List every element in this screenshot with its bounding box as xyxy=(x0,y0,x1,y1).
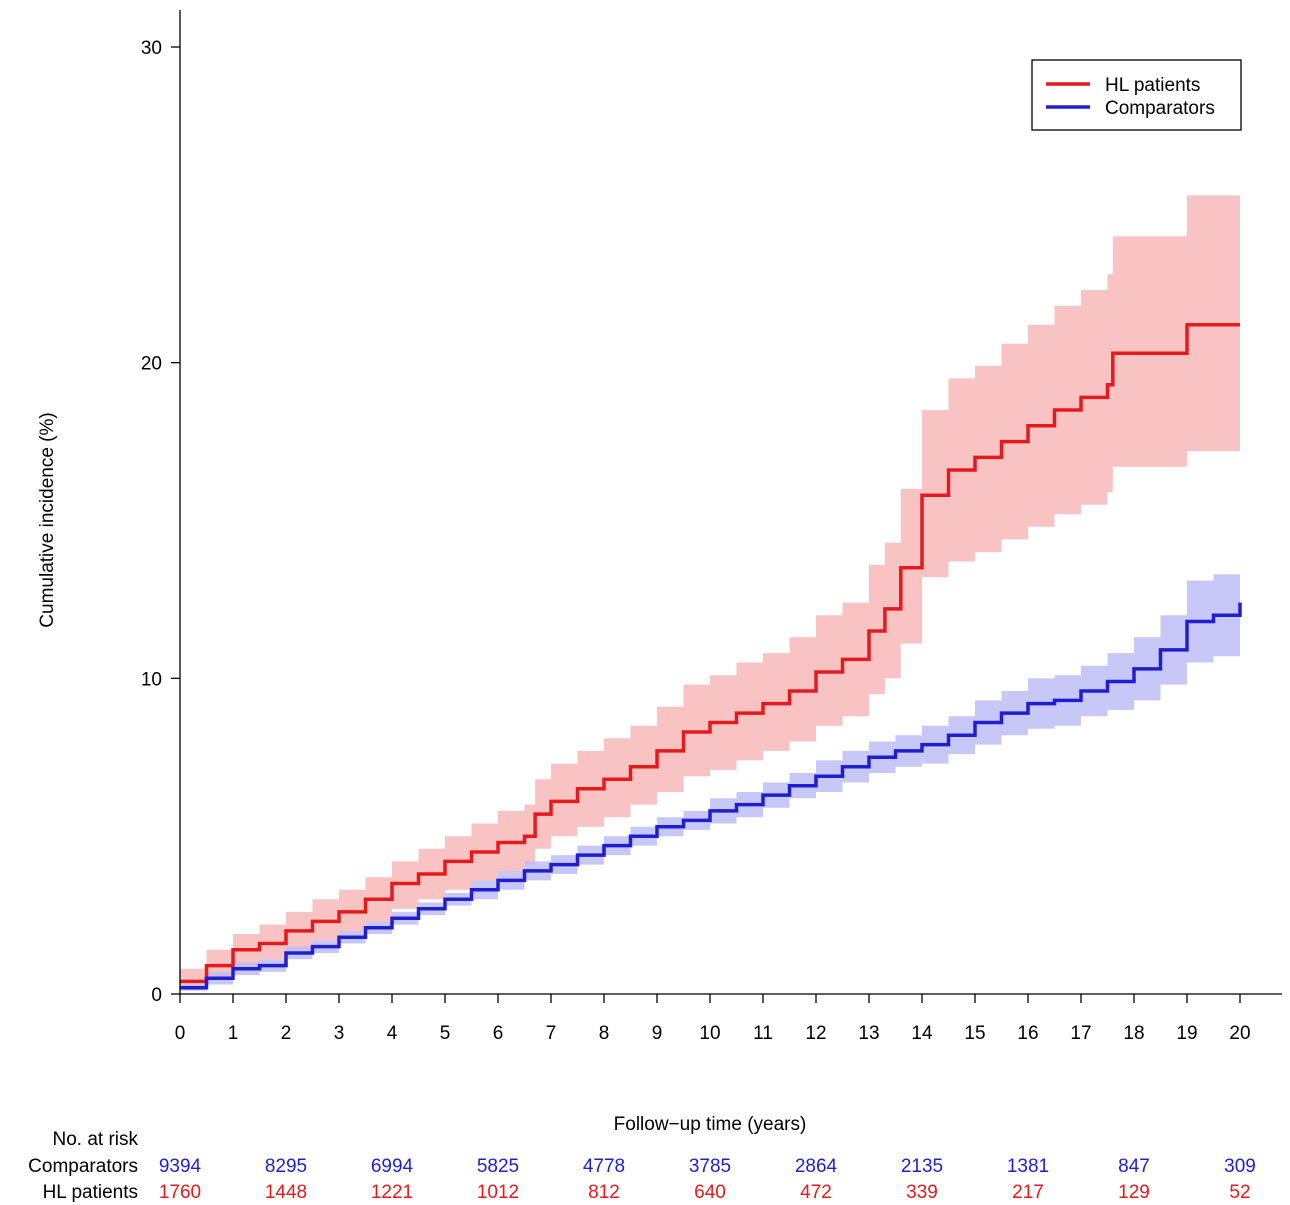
x-tick-label: 20 xyxy=(1229,1023,1250,1044)
legend: HL patients Comparators xyxy=(1031,59,1242,131)
x-tick-label: 2 xyxy=(281,1023,292,1044)
y-tick-label: 10 xyxy=(141,669,162,690)
risk-value-hl-patients: 1012 xyxy=(477,1182,519,1203)
x-tick-label: 15 xyxy=(964,1023,985,1044)
x-tick-label: 5 xyxy=(440,1023,451,1044)
x-tick-label: 11 xyxy=(753,1023,773,1044)
y-tick-label: 30 xyxy=(141,38,162,59)
y-tick-label: 0 xyxy=(151,985,162,1006)
x-tick-label: 7 xyxy=(546,1023,557,1044)
risk-value-comparators: 8295 xyxy=(265,1156,307,1177)
x-tick-label: 3 xyxy=(334,1023,345,1044)
risk-value-comparators: 5825 xyxy=(477,1156,519,1177)
risk-value-comparators: 6994 xyxy=(371,1156,414,1177)
legend-label-comparators: Comparators xyxy=(1105,98,1215,119)
legend-label-hl-patients: HL patients xyxy=(1105,75,1200,96)
x-axis-label: Follow−up time (years) xyxy=(614,1114,807,1135)
y-axis-label: Cumulative incidence (%) xyxy=(37,412,58,627)
risk-row-label-comparators: Comparators xyxy=(28,1156,138,1177)
risk-value-comparators: 2135 xyxy=(901,1156,943,1177)
ci-band-hl-patients xyxy=(180,195,1240,988)
risk-value-hl-patients: 1760 xyxy=(159,1182,201,1203)
series-line-comparators xyxy=(180,602,1242,990)
x-tick-label: 16 xyxy=(1017,1023,1038,1044)
risk-value-comparators: 4778 xyxy=(583,1156,625,1177)
risk-value-hl-patients: 472 xyxy=(800,1182,832,1203)
risk-value-comparators: 1381 xyxy=(1007,1156,1049,1177)
risk-value-comparators: 9394 xyxy=(159,1156,202,1177)
x-tick-label: 12 xyxy=(805,1023,826,1044)
risk-value-hl-patients: 339 xyxy=(906,1182,938,1203)
risk-value-hl-patients: 1448 xyxy=(265,1182,307,1203)
x-ticks: 0 1 2 3 4 5 6 7 8 9 10 11 12 13 14 15 16 17 18 19 20 xyxy=(175,994,1251,1044)
x-tick-label: 17 xyxy=(1070,1023,1091,1044)
risk-value-comparators: 3785 xyxy=(689,1156,731,1177)
incidence-curves xyxy=(180,323,1242,990)
axes xyxy=(179,10,1282,995)
risk-row-label-hl-patients: HL patients xyxy=(43,1182,138,1203)
risk-values: 9394 8295 6994 5825 4778 3785 2864 2135 1381 847 3… xyxy=(159,1156,1256,1203)
risk-table: No. at risk Comparators HL patients 9394… xyxy=(28,1129,1256,1203)
risk-value-hl-patients: 1221 xyxy=(371,1182,413,1203)
x-tick-label: 4 xyxy=(387,1023,398,1044)
x-tick-label: 19 xyxy=(1176,1023,1197,1044)
confidence-bands xyxy=(180,195,1240,991)
x-tick-label: 13 xyxy=(858,1023,879,1044)
y-ticks: 0 10 20 30 xyxy=(141,38,180,1006)
risk-value-hl-patients: 217 xyxy=(1012,1182,1044,1203)
x-tick-label: 8 xyxy=(599,1023,610,1044)
risk-value-comparators: 847 xyxy=(1118,1156,1150,1177)
x-tick-label: 0 xyxy=(175,1023,186,1044)
x-tick-label: 14 xyxy=(911,1023,933,1044)
y-tick-label: 20 xyxy=(141,354,162,375)
x-tick-label: 1 xyxy=(228,1023,239,1044)
ci-band-comparators xyxy=(180,555,1240,991)
x-tick-label: 10 xyxy=(699,1023,720,1044)
legend-box xyxy=(1031,59,1242,131)
x-tick-label: 6 xyxy=(493,1023,504,1044)
risk-value-hl-patients: 129 xyxy=(1118,1182,1150,1203)
risk-value-hl-patients: 640 xyxy=(694,1182,726,1203)
x-tick-label: 9 xyxy=(652,1023,663,1044)
risk-value-hl-patients: 52 xyxy=(1229,1182,1250,1203)
risk-table-title: No. at risk xyxy=(52,1129,138,1150)
risk-value-comparators: 2864 xyxy=(795,1156,838,1177)
series-line-hl-patients xyxy=(180,323,1240,984)
x-tick-label: 18 xyxy=(1123,1023,1144,1044)
risk-value-hl-patients: 812 xyxy=(588,1182,620,1203)
risk-value-comparators: 309 xyxy=(1224,1156,1256,1177)
